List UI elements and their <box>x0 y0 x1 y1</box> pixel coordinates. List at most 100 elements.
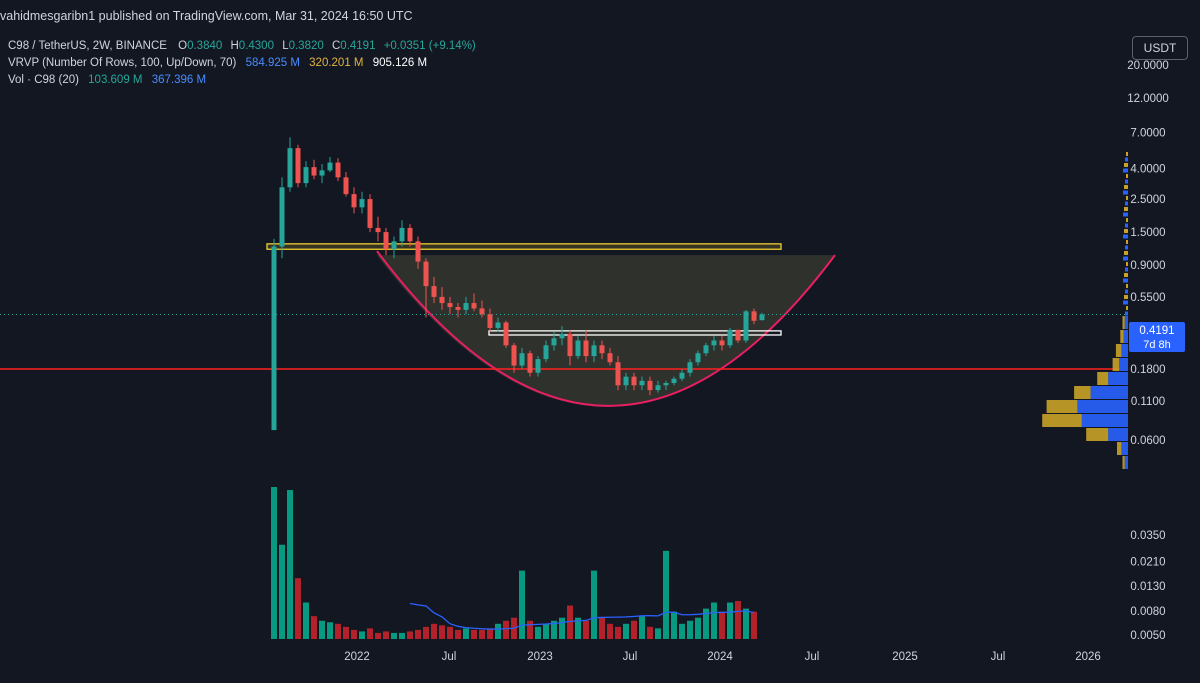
volume-bar <box>271 487 277 639</box>
volume-bar <box>623 623 629 639</box>
candle-body <box>631 376 637 386</box>
candle-body <box>455 307 461 310</box>
volume-bar <box>503 620 509 639</box>
volume-bar <box>519 570 525 639</box>
legend-row-vrvp[interactable]: VRVP (Number Of Rows, 100, Up/Down, 70) … <box>8 55 476 72</box>
candle-body <box>535 359 541 373</box>
candle-body <box>447 303 453 308</box>
time-axis-label: 2023 <box>527 651 553 663</box>
vrvp-up-bar <box>1124 456 1128 469</box>
candle-body <box>479 308 485 315</box>
volume-bar <box>407 631 413 639</box>
candle-body <box>599 345 605 354</box>
axes: 20.0000 12.0000 7.0000 4.0000 2.5000 1.5000 0.… <box>344 60 1169 663</box>
volume-bar <box>735 601 741 639</box>
volume-bar <box>559 617 565 639</box>
candle-body <box>575 340 581 357</box>
legend-row-volume[interactable]: Vol · C98 (20) 103.609 M 367.396 M <box>8 72 476 89</box>
price-axis-label: 0.0210 <box>1130 556 1165 568</box>
volume-bar <box>535 626 541 639</box>
candle-body <box>463 303 469 310</box>
candle-body <box>439 296 445 304</box>
candle-body <box>367 199 373 228</box>
vrvp-thin-bar <box>1125 267 1128 272</box>
price-axis-label: 7.0000 <box>1130 128 1165 140</box>
price-axis-label: 20.0000 <box>1127 60 1169 72</box>
price-tag-price: 0.4191 <box>1139 325 1174 337</box>
symbol-label: C98 / TetherUS, 2W, BINANCE <box>8 40 167 52</box>
change-value: +0.0351 (+9.14%) <box>383 40 476 52</box>
price-axis-label: 1.5000 <box>1130 227 1165 239</box>
volume-bar <box>663 550 669 639</box>
candle-body <box>295 148 301 184</box>
candle-body <box>303 167 309 184</box>
vrvp-down-value: 320.201 M <box>309 57 364 69</box>
volume-bar <box>647 626 653 639</box>
volume-bar <box>671 611 677 639</box>
candle-body <box>503 322 509 346</box>
time-axis-label: 2026 <box>1075 651 1101 663</box>
vol-label: Vol · C98 (20) <box>8 74 79 86</box>
time-axis-label: Jul <box>623 651 638 663</box>
candle-body <box>383 232 389 250</box>
vrvp-up-bar <box>1123 330 1128 343</box>
vrvp-thin-bar <box>1125 157 1128 162</box>
vrvp-thin-bar <box>1126 174 1128 178</box>
high-value: 0.4300 <box>238 40 274 52</box>
volume-bar <box>615 626 621 639</box>
price-axis-label: 0.0050 <box>1130 630 1165 642</box>
price-tag: 0.4191 7d 8h <box>1129 322 1185 352</box>
price-axis-label: 0.1100 <box>1131 396 1165 408</box>
candle-body <box>567 333 573 357</box>
volume-bar <box>423 626 429 639</box>
vrvp-down-bar <box>1046 400 1078 413</box>
vrvp-down-bar <box>1122 456 1125 469</box>
volume-bar <box>655 628 661 639</box>
vrvp-thin-bar <box>1125 311 1128 316</box>
vrvp-label: VRVP (Number Of Rows, 100, Up/Down, 70) <box>8 57 237 69</box>
volume-bar <box>479 629 485 639</box>
volume-bar <box>463 628 469 639</box>
candle-body <box>687 362 693 373</box>
volume-bar <box>287 490 293 639</box>
candle-body <box>703 345 709 354</box>
candle-body <box>735 329 741 341</box>
candle-body <box>495 322 501 328</box>
price-axis-label: 4.0000 <box>1130 164 1165 176</box>
vrvp-total-value: 905.126 M <box>372 57 428 69</box>
legend-row-symbol[interactable]: C98 / TetherUS, 2W, BINANCE O0.3840 H0.4… <box>8 38 476 55</box>
candle-body <box>271 246 277 431</box>
volume-bar <box>631 620 637 639</box>
currency-button[interactable]: USDT <box>1132 36 1188 60</box>
candle-body <box>663 383 669 386</box>
volume-bar <box>431 623 437 639</box>
volume-bar <box>471 629 477 639</box>
candle-body <box>319 170 325 176</box>
cup-pattern <box>376 250 836 407</box>
price-tag-countdown: 7d 8h <box>1143 339 1171 351</box>
vrvp-up-bar <box>1081 414 1128 427</box>
volume-bar <box>719 611 725 639</box>
price-tag-box <box>1129 322 1185 352</box>
time-axis-label: 2025 <box>892 651 918 663</box>
vrvp-thin-bar <box>1124 185 1128 189</box>
volume-bar <box>439 625 445 639</box>
vrvp-thin-bar <box>1124 251 1128 255</box>
vrvp-thin-bar <box>1123 190 1128 195</box>
candles <box>271 137 765 431</box>
time-axis-label: Jul <box>991 651 1006 663</box>
volume-bar <box>343 626 349 639</box>
vrvp-down-bar <box>1112 358 1120 371</box>
vrvp-thin-bar <box>1123 212 1128 217</box>
vrvp-thin-bar <box>1123 234 1128 239</box>
candle-body <box>559 333 565 339</box>
vrvp-up-bar <box>1121 442 1128 455</box>
vrvp-thin-bar <box>1125 179 1128 184</box>
candle-body <box>359 199 365 208</box>
price-axis-label: 0.5500 <box>1130 292 1165 304</box>
vrvp-thin-bar <box>1126 152 1128 156</box>
vrvp-up-bar <box>1108 428 1128 441</box>
volume-bar <box>607 623 613 639</box>
vrvp-up-bar <box>1119 358 1128 371</box>
